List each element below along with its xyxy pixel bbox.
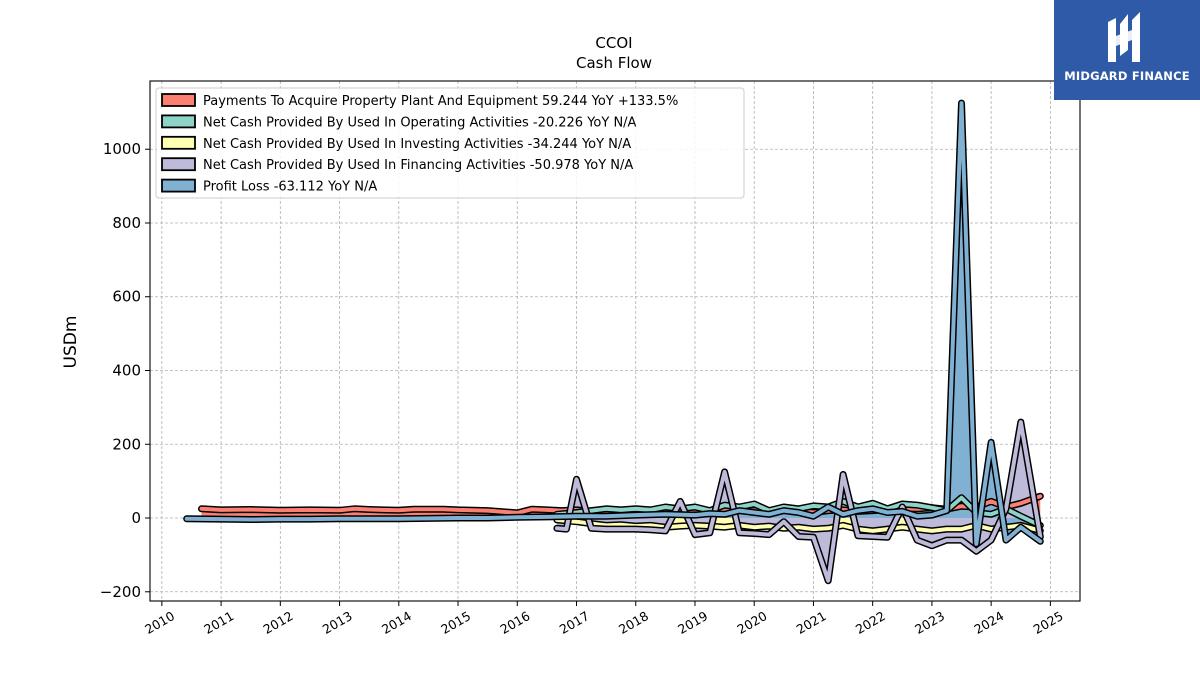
- y-tick-label: 0: [131, 509, 141, 527]
- x-tick-label: 2011: [201, 608, 236, 637]
- x-tick-label: 2022: [853, 608, 888, 637]
- legend-swatch-1: [161, 93, 196, 107]
- chart-subtitle: Cash Flow: [576, 54, 652, 72]
- x-tick-label: 2025: [1031, 608, 1066, 637]
- series-lines: [183, 99, 1044, 585]
- y-tick-label: 400: [112, 362, 141, 380]
- x-tick-label: 2013: [320, 608, 355, 637]
- plot-frame: [149, 80, 1081, 602]
- y-tick-label: 1000: [103, 140, 141, 158]
- x-tick-label: 2012: [261, 608, 296, 637]
- y-tick-label: 200: [112, 435, 141, 453]
- x-tick-label: 2019: [675, 608, 710, 637]
- legend-swatch-2: [161, 114, 196, 129]
- x-tick-label: 2014: [379, 608, 414, 637]
- legend-label-3: Net Cash Provided By Used In Investing A…: [203, 137, 631, 152]
- brand-name: MIDGARD FINANCE: [1064, 69, 1190, 83]
- x-tick-label: 2021: [794, 608, 829, 637]
- brand-logo: MIDGARD FINANCE: [1054, 0, 1200, 100]
- legend-label-1: Payments To Acquire Property Plant And E…: [203, 94, 678, 109]
- legend: Payments To Acquire Property Plant And E…: [155, 87, 745, 199]
- midgard-logo-icon: [1108, 12, 1140, 62]
- y-tick-label: 600: [112, 288, 141, 306]
- chart-title: CCOI: [595, 34, 632, 52]
- x-axis: 2010 2011 2012 2013 2014 2015 2016 2017 2018 2019…: [142, 601, 1066, 637]
- series-4-line: [554, 420, 1043, 583]
- x-tick-label: 2023: [912, 608, 947, 637]
- x-tick-label: 2015: [438, 608, 473, 637]
- y-tick-label: 800: [112, 214, 141, 232]
- legend-swatch-3: [161, 135, 196, 150]
- legend-label-4: Net Cash Provided By Used In Financing A…: [203, 158, 633, 173]
- legend-swatch-5: [161, 178, 196, 193]
- legend-label-5: Profit Loss -63.112 YoY N/A: [203, 180, 377, 195]
- y-axis: −200 0 200 400 600 800 1000: [100, 140, 150, 601]
- y-tick-label: −200: [100, 583, 141, 601]
- x-tick-label: 2017: [557, 608, 592, 637]
- x-tick-label: 2016: [497, 608, 532, 637]
- x-tick-label: 2020: [734, 608, 769, 637]
- legend-label-2: Net Cash Provided By Used In Operating A…: [203, 115, 637, 130]
- legend-swatch-4: [161, 157, 196, 172]
- x-tick-label: 2010: [142, 608, 177, 637]
- y-axis-label: USDm: [61, 316, 81, 369]
- x-tick-label: 2024: [971, 608, 1006, 637]
- legend-box: [155, 87, 745, 199]
- series-2-line: [554, 495, 1043, 528]
- x-tick-label: 2018: [616, 608, 651, 637]
- series-5-line: [184, 101, 1043, 546]
